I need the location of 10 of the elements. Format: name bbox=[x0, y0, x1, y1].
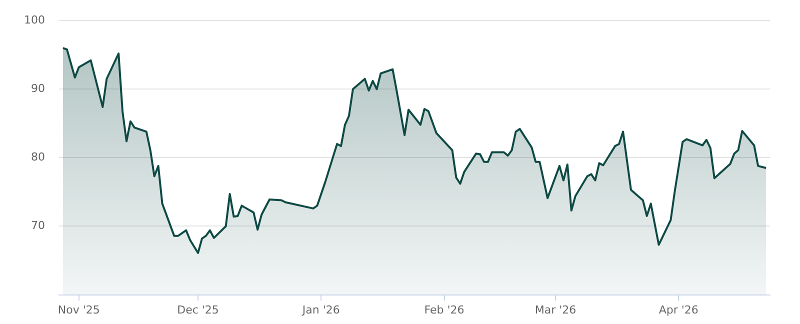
x-tick-label: Apr '26 bbox=[658, 303, 698, 316]
y-tick-label: 80 bbox=[30, 150, 45, 164]
x-tick-label: Dec '25 bbox=[177, 303, 219, 316]
x-tick-label: Mar '26 bbox=[534, 303, 576, 316]
x-tick-label: Feb '26 bbox=[424, 303, 464, 316]
x-tick-label: Nov '25 bbox=[58, 303, 100, 316]
y-tick-label: 100 bbox=[24, 13, 45, 26]
y-tick-label: 70 bbox=[30, 219, 45, 232]
y-tick-label: 90 bbox=[30, 82, 45, 96]
x-tick-label: Jan '26 bbox=[301, 303, 340, 316]
